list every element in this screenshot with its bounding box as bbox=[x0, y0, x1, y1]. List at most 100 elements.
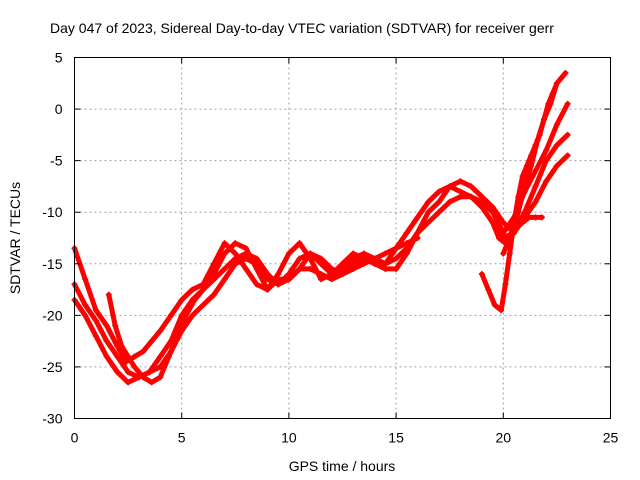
y-axis-label: SDTVAR / TECUs bbox=[7, 182, 23, 294]
data-point bbox=[243, 255, 250, 262]
data-point bbox=[125, 379, 132, 386]
data-point bbox=[541, 116, 548, 123]
data-point bbox=[506, 235, 513, 241]
data-point bbox=[468, 193, 475, 200]
data-point bbox=[403, 240, 410, 247]
data-point bbox=[564, 131, 571, 138]
data-point bbox=[543, 178, 550, 185]
axis-ticks: 0 5 10 15 20 25 -30 -25 -20 -15 -10 -5 0 5 bbox=[42, 50, 618, 446]
data-point bbox=[425, 198, 432, 205]
data-point bbox=[446, 198, 453, 205]
data-point bbox=[253, 281, 260, 288]
data-point bbox=[189, 286, 196, 293]
x-tick-label: 5 bbox=[178, 430, 186, 446]
data-point bbox=[435, 209, 442, 216]
y-tick-label: -5 bbox=[50, 153, 63, 169]
data-point bbox=[468, 183, 475, 190]
data-point bbox=[92, 307, 99, 314]
data-point bbox=[232, 255, 239, 262]
data-point bbox=[243, 265, 250, 272]
data-point bbox=[148, 338, 155, 345]
data-point bbox=[403, 229, 410, 236]
data-point bbox=[478, 193, 485, 200]
data-point bbox=[532, 167, 539, 174]
data-point bbox=[553, 121, 560, 128]
data-point bbox=[82, 302, 89, 309]
data-point bbox=[489, 219, 496, 226]
data-point bbox=[500, 219, 507, 226]
data-point bbox=[307, 255, 314, 262]
data-point bbox=[328, 271, 335, 278]
data-point bbox=[435, 188, 442, 195]
data-point bbox=[307, 250, 314, 257]
x-tick-label: 25 bbox=[603, 430, 619, 446]
data-point bbox=[140, 348, 147, 355]
data-point bbox=[562, 69, 569, 76]
data-point bbox=[221, 276, 228, 283]
data-point bbox=[328, 265, 335, 272]
data-point bbox=[519, 173, 526, 180]
data-point bbox=[371, 255, 378, 262]
data-point bbox=[521, 183, 528, 190]
x-axis-label: GPS time / hours bbox=[289, 458, 396, 474]
data-point bbox=[157, 327, 164, 334]
data-point bbox=[502, 281, 509, 288]
data-point bbox=[543, 157, 550, 164]
data-point bbox=[393, 245, 400, 252]
data-point bbox=[165, 353, 172, 360]
data-point bbox=[318, 255, 325, 262]
data-point bbox=[157, 374, 164, 381]
data-point bbox=[125, 369, 132, 376]
data-point bbox=[414, 235, 421, 241]
data-point bbox=[360, 260, 367, 267]
data-point bbox=[253, 255, 260, 262]
data-point bbox=[264, 286, 271, 293]
data-point bbox=[339, 271, 346, 278]
data-point bbox=[478, 271, 485, 278]
data-point bbox=[131, 363, 138, 370]
data-point bbox=[350, 260, 357, 267]
data-point bbox=[232, 240, 239, 247]
data-point bbox=[125, 353, 132, 360]
data-point bbox=[382, 250, 389, 257]
data-point bbox=[538, 214, 545, 221]
data-point bbox=[547, 100, 554, 107]
data-point bbox=[457, 188, 464, 195]
data-point bbox=[498, 307, 505, 314]
chart-title: Day 047 of 2023, Sidereal Day-to-day VTE… bbox=[50, 20, 554, 36]
data-point bbox=[371, 260, 378, 267]
data-point bbox=[167, 312, 174, 319]
series-4-markers bbox=[105, 235, 421, 386]
data-point bbox=[553, 162, 560, 169]
data-point bbox=[82, 276, 89, 283]
data-point bbox=[285, 271, 292, 278]
data-point bbox=[350, 265, 357, 272]
data-point bbox=[200, 302, 207, 309]
data-point bbox=[532, 183, 539, 190]
data-point bbox=[513, 224, 520, 231]
y-tick-label: -25 bbox=[42, 359, 62, 375]
plot-frame bbox=[74, 57, 611, 419]
data-point bbox=[275, 281, 282, 288]
data-point bbox=[435, 198, 442, 205]
data-point bbox=[232, 250, 239, 257]
data-point bbox=[328, 276, 335, 283]
data-point bbox=[146, 369, 153, 376]
data-point bbox=[532, 198, 539, 205]
data-point bbox=[564, 100, 571, 107]
data-point bbox=[285, 250, 292, 257]
data-point bbox=[210, 291, 217, 298]
data-point bbox=[564, 152, 571, 159]
data-point bbox=[553, 80, 560, 87]
y-tick-label: -30 bbox=[42, 411, 62, 427]
data-point bbox=[221, 240, 228, 247]
data-point bbox=[140, 374, 147, 381]
y-tick-label: 0 bbox=[55, 101, 63, 117]
data-point bbox=[131, 353, 138, 360]
data-point bbox=[500, 250, 507, 257]
data-point bbox=[182, 312, 189, 319]
data-point bbox=[526, 214, 533, 221]
data-point bbox=[103, 353, 110, 360]
data-point bbox=[543, 147, 550, 154]
